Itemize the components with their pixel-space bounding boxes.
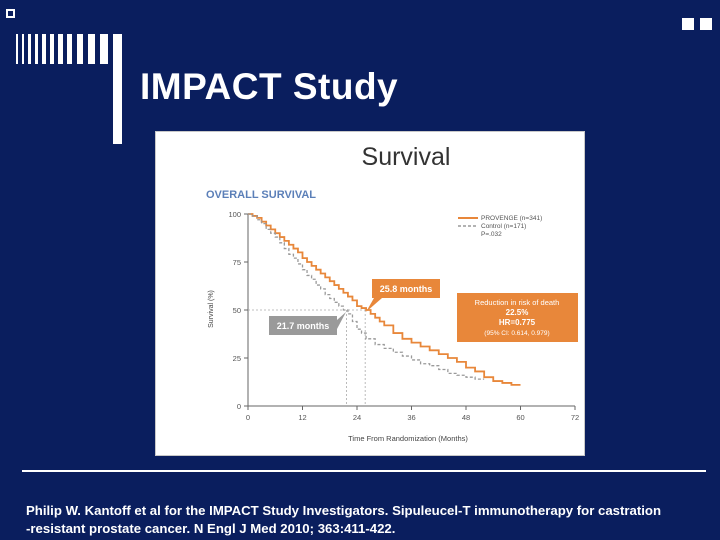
decorative-square — [682, 18, 694, 30]
chart-subtitle: OVERALL SURVIVAL — [206, 189, 316, 201]
decorative-bar — [58, 34, 63, 64]
y-tick-label: 25 — [233, 354, 241, 363]
decorative-bar — [16, 34, 18, 64]
x-tick-label: 12 — [298, 413, 306, 422]
control-survival-curve — [248, 213, 485, 380]
x-tick-label: 0 — [246, 413, 250, 422]
decorative-bar-group — [16, 34, 126, 144]
provenge-callout-pointer — [366, 298, 382, 312]
citation-line-2: -resistant prostate cancer. N Engl J Med… — [26, 521, 396, 536]
survival-chart: Survival OVERALL SURVIVAL Survival (%) T… — [155, 131, 585, 456]
divider-line — [22, 470, 706, 472]
decorative-bar — [42, 34, 46, 64]
legend-entry-control: Control (n=171) — [481, 223, 526, 230]
y-tick-label: 100 — [228, 210, 241, 219]
legend-p-value: P=.032 — [481, 231, 502, 238]
decorative-bar — [88, 34, 95, 64]
decorative-square — [700, 18, 712, 30]
decorative-bar — [100, 34, 108, 64]
y-tick-label: 50 — [233, 306, 241, 315]
decorative-bar — [77, 34, 83, 64]
x-tick-label: 48 — [462, 413, 470, 422]
citation: Philip W. Kantoff et al for the IMPACT S… — [26, 502, 716, 538]
x-tick-label: 72 — [571, 413, 579, 422]
hazard-box-line4: (95% CI: 0.614, 0.979) — [484, 330, 549, 337]
decorative-bar — [28, 34, 31, 64]
citation-line-1: Philip W. Kantoff et al for the IMPACT S… — [26, 503, 662, 518]
decorative-bar — [113, 34, 122, 144]
provenge-median-label: 25.8 months — [380, 284, 433, 294]
control-median-callout — [269, 316, 337, 335]
slide-title: IMPACT Study — [140, 66, 399, 107]
decorative-hollow-square — [6, 9, 15, 18]
decorative-bar — [35, 34, 38, 64]
decorative-bar — [22, 34, 24, 64]
hazard-box-line1: Reduction in risk of death — [475, 298, 560, 307]
hazard-ratio-box — [457, 293, 578, 342]
chart-title: Survival — [362, 143, 451, 171]
x-tick-label: 36 — [407, 413, 415, 422]
y-tick-label: 75 — [233, 258, 241, 267]
provenge-median-callout — [372, 279, 440, 298]
control-median-label: 21.7 months — [277, 321, 330, 331]
x-axis-label: Time From Randomization (Months) — [348, 434, 468, 443]
hazard-box-line2: 22.5% — [506, 308, 529, 317]
decorative-bar — [67, 34, 72, 64]
x-tick-label: 24 — [353, 413, 361, 422]
chart-canvas: Survival OVERALL SURVIVAL Survival (%) T… — [206, 143, 579, 443]
control-callout-pointer — [337, 312, 346, 329]
provenge-survival-curve — [248, 213, 521, 386]
hazard-box-line3: HR=0.775 — [499, 318, 536, 327]
y-tick-label: 0 — [237, 402, 241, 411]
x-tick-label: 60 — [516, 413, 524, 422]
decorative-bar — [50, 34, 54, 64]
legend-entry-provenge: PROVENGE (n=341) — [481, 215, 542, 222]
y-axis-label: Survival (%) — [208, 290, 215, 328]
